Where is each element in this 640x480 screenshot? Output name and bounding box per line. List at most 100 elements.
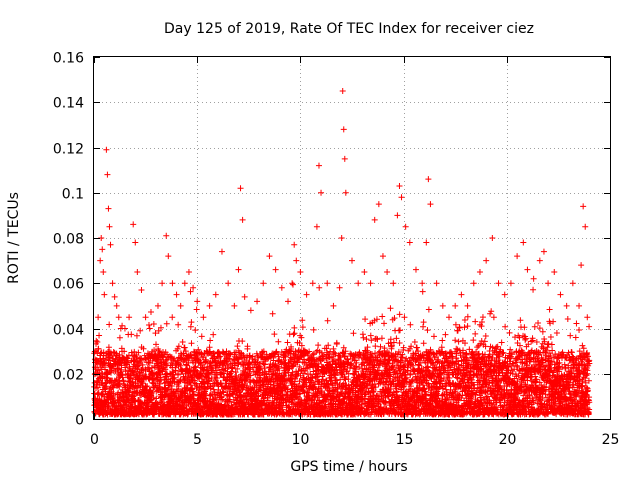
data-point <box>234 343 241 350</box>
data-point <box>378 335 385 342</box>
data-point <box>190 388 197 395</box>
data-point <box>290 331 297 338</box>
data-point <box>269 310 276 317</box>
data-point <box>128 331 135 338</box>
chart-title: Day 125 of 2019, Rate Of TEC Index for r… <box>164 21 534 37</box>
data-point <box>131 348 138 355</box>
data-point <box>167 386 174 393</box>
data-point <box>439 337 446 344</box>
data-point <box>315 342 322 349</box>
data-point <box>133 354 140 361</box>
data-point <box>110 390 117 397</box>
data-point <box>138 355 145 362</box>
data-point <box>271 331 278 338</box>
data-point <box>139 361 146 368</box>
data-point <box>430 333 437 340</box>
data-point <box>175 371 182 378</box>
data-point <box>207 337 214 344</box>
data-point <box>116 334 123 341</box>
data-point <box>119 322 126 329</box>
data-point <box>153 341 160 348</box>
data-point <box>188 340 195 347</box>
grid-lines <box>94 57 610 419</box>
data-point <box>157 377 164 384</box>
data-points <box>91 87 593 418</box>
data-point <box>182 348 189 355</box>
data-point <box>97 350 104 357</box>
data-point <box>144 383 151 390</box>
data-point <box>239 338 246 345</box>
data-point <box>170 376 177 383</box>
data-point <box>146 365 153 372</box>
data-point <box>152 330 159 337</box>
data-point <box>91 390 98 397</box>
data-point <box>372 343 379 350</box>
data-point <box>175 321 182 328</box>
data-point <box>275 338 282 345</box>
data-point <box>101 393 108 400</box>
data-point <box>175 343 182 350</box>
data-point <box>411 338 418 345</box>
data-point <box>387 305 394 312</box>
data-point <box>289 281 296 288</box>
data-point <box>396 311 403 318</box>
data-point <box>377 343 384 350</box>
data-point <box>120 381 127 388</box>
data-point <box>163 387 170 394</box>
data-point <box>368 337 375 344</box>
data-point <box>299 317 306 324</box>
data-point <box>198 333 205 340</box>
data-point <box>396 339 403 346</box>
data-point <box>425 306 432 313</box>
data-point <box>158 398 165 405</box>
data-point <box>381 320 388 327</box>
data-point <box>137 355 144 362</box>
data-point <box>177 378 184 385</box>
data-point <box>140 345 147 352</box>
data-point <box>420 323 427 330</box>
data-point <box>191 392 198 399</box>
data-point <box>94 339 101 346</box>
data-point <box>208 375 215 382</box>
data-point <box>161 380 168 387</box>
data-point <box>373 316 380 323</box>
data-point <box>333 339 340 346</box>
data-point <box>207 348 214 355</box>
data-point <box>266 364 273 371</box>
data-point <box>145 375 152 382</box>
data-point <box>174 345 181 352</box>
data-point <box>169 314 176 321</box>
data-point <box>186 369 193 376</box>
data-point <box>91 396 98 403</box>
data-point <box>192 380 199 387</box>
data-point <box>187 382 194 389</box>
data-point <box>232 369 239 376</box>
data-point <box>192 327 199 334</box>
data-point <box>337 376 344 383</box>
data-point <box>134 366 141 373</box>
data-point <box>145 321 152 328</box>
data-point <box>291 324 298 331</box>
data-point <box>291 330 298 337</box>
data-point <box>470 337 477 344</box>
data-point <box>420 340 427 347</box>
data-point <box>128 349 135 356</box>
data-point <box>284 339 291 346</box>
data-point <box>127 375 134 382</box>
data-point <box>195 346 202 353</box>
data-point <box>413 344 420 351</box>
data-point <box>153 395 160 402</box>
data-point <box>419 288 426 295</box>
data-point <box>442 331 449 338</box>
data-point <box>179 338 186 345</box>
data-point <box>98 392 105 399</box>
data-point <box>324 317 331 324</box>
data-point <box>350 330 357 337</box>
data-point <box>125 358 132 365</box>
data-point <box>203 357 210 364</box>
data-point <box>171 374 178 381</box>
data-point <box>152 382 159 389</box>
data-point <box>137 327 144 334</box>
data-point <box>363 336 370 343</box>
